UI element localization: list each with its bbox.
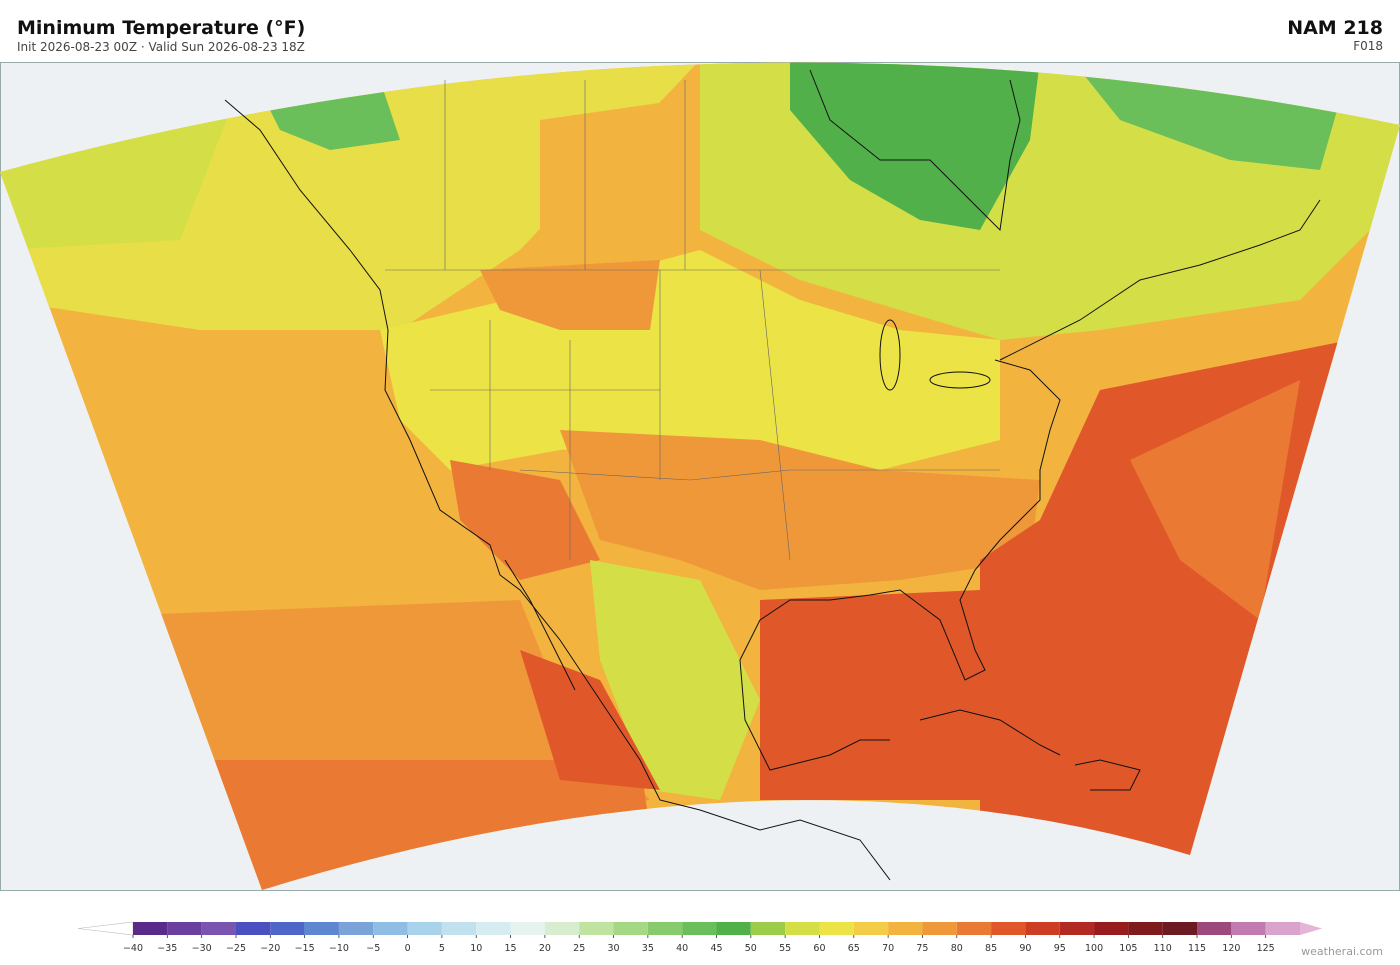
colorbar: −40 −35 −30 −25 −20 −15 −10 −5 0 5 10 15 20 25 30 35 40 4… (77, 921, 1322, 954)
colorbar-segment (201, 922, 236, 935)
colorbar-tick-label: 105 (1119, 943, 1137, 954)
colorbar-tick-label: 125 (1257, 943, 1275, 954)
colorbar-tick-label: 80 (951, 943, 963, 954)
state-borders (385, 80, 1000, 561)
colorbar-tick-label: −5 (366, 943, 380, 954)
colorbar-segment (647, 922, 683, 935)
colorbar-segment (922, 922, 957, 935)
map-title: Minimum Temperature (°F) (17, 17, 305, 39)
colorbar-segment (682, 922, 717, 935)
forecast-hour: F018 (1353, 39, 1383, 53)
watermark: weatherai.com (1301, 945, 1383, 958)
colorbar-under (77, 921, 134, 936)
colorbar-tick-label: 40 (676, 943, 688, 954)
coastlines (224, 69, 1321, 881)
colorbar-tick-label: 55 (779, 943, 791, 954)
colorbar-segment (1025, 922, 1060, 935)
colorbar-tick-label: 10 (470, 943, 482, 954)
colorbar-tick-label: −35 (157, 943, 177, 954)
colorbar-segment (1162, 922, 1198, 935)
model-name: NAM 218 (1287, 17, 1383, 39)
colorbar-segment (579, 922, 614, 935)
colorbar-tick-label: 100 (1085, 943, 1103, 954)
colorbar-segment (613, 922, 648, 935)
colorbar-tick-label: 50 (745, 943, 757, 954)
colorbar-tick-label: 45 (710, 943, 722, 954)
colorbar-segment (167, 922, 202, 935)
colorbar-segment (819, 922, 854, 935)
colorbar-tick-label: 95 (1054, 943, 1066, 954)
colorbar-tick-label: 110 (1154, 943, 1172, 954)
colorbar-tick-label: −20 (260, 943, 280, 954)
colorbar-segment (270, 922, 305, 935)
colorbar-tick-label: 20 (539, 943, 551, 954)
colorbar-segment (991, 922, 1026, 935)
colorbar-tick-label: 85 (985, 943, 997, 954)
colorbar-segment (338, 922, 374, 935)
colorbar-segment (956, 922, 992, 935)
colorbar-segment (1231, 922, 1266, 935)
map-subtitle: Init 2026-08-23 00Z · Valid Sun 2026-08-… (17, 40, 305, 54)
colorbar-tick-label: 0 (405, 943, 411, 954)
colorbar-tick-label: 25 (573, 943, 585, 954)
colorbar-tick-label: 75 (916, 943, 928, 954)
colorbar-tick-label: 65 (848, 943, 860, 954)
colorbar-segment (716, 922, 751, 935)
colorbar-segment (235, 922, 271, 935)
colorbar-segment (441, 922, 477, 935)
colorbar-segment (1094, 922, 1129, 935)
colorbar-tick-label: −30 (192, 943, 212, 954)
colorbar-tick-label: −15 (295, 943, 315, 954)
colorbar-segment (1265, 922, 1300, 935)
colorbar-segment (133, 922, 168, 935)
colorbar-tick-label: 15 (505, 943, 517, 954)
colorbar-segment (785, 922, 820, 935)
colorbar-segment (750, 922, 786, 935)
colorbar-segment (476, 922, 511, 935)
colorbar-segment (853, 922, 889, 935)
colorbar-tick-label: 30 (607, 943, 619, 954)
colorbar-segment (1059, 922, 1095, 935)
colorbar-tick-label: −10 (329, 943, 349, 954)
colorbar-tick-label: 115 (1188, 943, 1206, 954)
colorbar-segment (888, 922, 923, 935)
colorbar-over (1300, 922, 1322, 935)
colorbar-tick-label: 120 (1222, 943, 1240, 954)
colorbar-segment (304, 922, 339, 935)
colorbar-tick-label: 70 (882, 943, 894, 954)
colorbar-tick-label: 5 (439, 943, 445, 954)
colorbar-tick-label: 35 (642, 943, 654, 954)
colorbar-segment (510, 922, 545, 935)
colorbar-tick-label: 60 (813, 943, 825, 954)
colorbar-segment (544, 922, 580, 935)
colorbar-segment (1197, 922, 1232, 935)
colorbar-tick-label: −40 (123, 943, 143, 954)
colorbar-tick-label: 90 (1019, 943, 1031, 954)
colorbar-segment (373, 922, 408, 935)
colorbar-segment (1128, 922, 1163, 935)
colorbar-tick-label: −25 (226, 943, 246, 954)
temperature-field (0, 62, 1400, 891)
colorbar-segment (407, 922, 442, 935)
